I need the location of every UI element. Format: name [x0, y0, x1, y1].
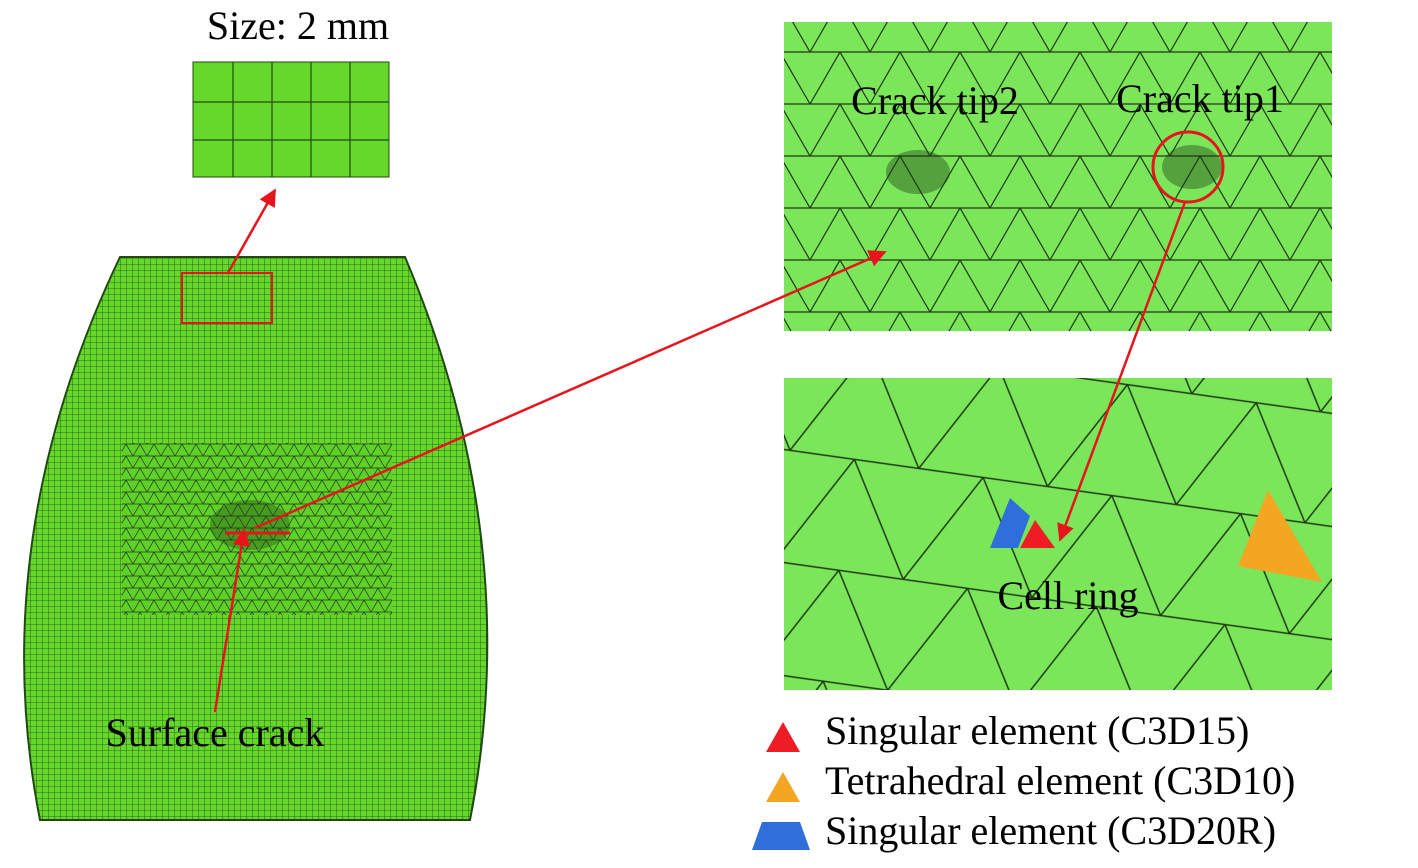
- legend-swatch: [752, 822, 810, 850]
- tet-element: [1238, 490, 1322, 582]
- arrow: [254, 250, 887, 530]
- singular-element: [1020, 520, 1055, 548]
- tip1-refinement: [1162, 145, 1222, 189]
- label: Crack tip1: [1116, 76, 1284, 121]
- arrow: [213, 528, 251, 713]
- arrow: [226, 188, 277, 274]
- inset-mesh: [192, 61, 390, 178]
- tip-circle: [1151, 130, 1225, 204]
- hex-element: [990, 498, 1030, 548]
- legend-swatch: [766, 772, 800, 802]
- inset-grid: [193, 62, 389, 177]
- legend-entry: Singular element (C3D15): [825, 708, 1249, 753]
- label: Cell ring: [997, 573, 1138, 618]
- crack-panel: [784, 22, 1332, 331]
- inset-label: Size: 2 mm: [207, 3, 389, 48]
- tip2-refinement: [886, 150, 950, 194]
- label: Surface crack: [106, 710, 325, 755]
- arrow: [1057, 201, 1187, 542]
- zoom-box: [181, 272, 273, 324]
- legend-entry: Singular element (C3D20R): [825, 808, 1276, 853]
- ring-panel: [784, 378, 1332, 690]
- crack-refinement: [210, 500, 290, 550]
- legend-entry: Tetrahedral element (C3D10): [825, 758, 1295, 803]
- label: Crack tip2: [851, 78, 1019, 123]
- legend-swatch: [766, 722, 800, 752]
- refined-mesh: [122, 443, 392, 615]
